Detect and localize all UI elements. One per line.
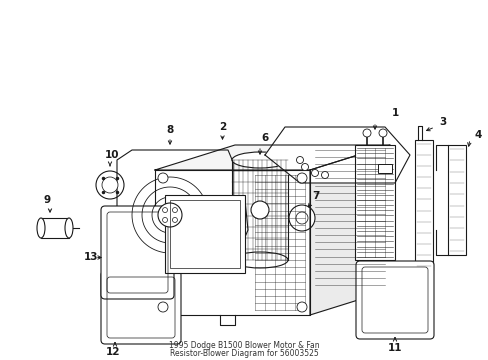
Bar (377, 164, 391, 173)
Circle shape (158, 173, 168, 183)
Circle shape (158, 302, 168, 312)
Polygon shape (155, 170, 309, 315)
Circle shape (296, 302, 306, 312)
Ellipse shape (231, 252, 287, 268)
Circle shape (378, 129, 386, 137)
Circle shape (301, 163, 308, 171)
Circle shape (172, 208, 177, 212)
Text: 9: 9 (43, 195, 50, 205)
Text: 4: 4 (473, 130, 481, 140)
Circle shape (321, 171, 328, 179)
Text: 5: 5 (370, 269, 378, 279)
Circle shape (102, 177, 118, 193)
Text: 12: 12 (105, 347, 120, 357)
Circle shape (362, 129, 370, 137)
Text: 1: 1 (390, 108, 398, 118)
Polygon shape (264, 127, 409, 183)
Text: 7: 7 (312, 191, 319, 201)
FancyBboxPatch shape (101, 206, 174, 299)
Text: 11: 11 (387, 343, 402, 353)
Bar (414, 140, 432, 270)
Bar (447, 145, 465, 255)
Text: 13: 13 (83, 252, 98, 262)
FancyBboxPatch shape (101, 271, 181, 344)
Bar (164, 195, 244, 273)
Bar (41, 218, 69, 238)
Text: 10: 10 (104, 150, 119, 160)
Polygon shape (117, 150, 232, 270)
Polygon shape (155, 145, 389, 170)
Text: 2: 2 (219, 122, 225, 132)
Ellipse shape (231, 152, 287, 168)
Circle shape (162, 217, 167, 222)
Text: Resistor-Blower Diagram for 56003525: Resistor-Blower Diagram for 56003525 (170, 348, 318, 357)
Circle shape (295, 212, 307, 224)
Ellipse shape (37, 218, 45, 238)
Circle shape (296, 173, 306, 183)
Text: 6: 6 (261, 133, 268, 143)
Circle shape (162, 208, 167, 212)
Circle shape (96, 171, 124, 199)
Polygon shape (309, 145, 389, 315)
Circle shape (172, 217, 177, 222)
Text: 8: 8 (166, 125, 173, 135)
Text: 3: 3 (439, 117, 446, 127)
Circle shape (250, 201, 268, 219)
Text: 1995 Dodge B1500 Blower Motor & Fan: 1995 Dodge B1500 Blower Motor & Fan (169, 341, 319, 350)
Bar (354, 145, 394, 260)
Circle shape (158, 203, 182, 227)
Circle shape (311, 170, 318, 176)
Circle shape (296, 157, 303, 163)
FancyBboxPatch shape (355, 261, 433, 339)
Bar (170, 200, 240, 268)
Circle shape (288, 205, 314, 231)
Ellipse shape (65, 218, 73, 238)
